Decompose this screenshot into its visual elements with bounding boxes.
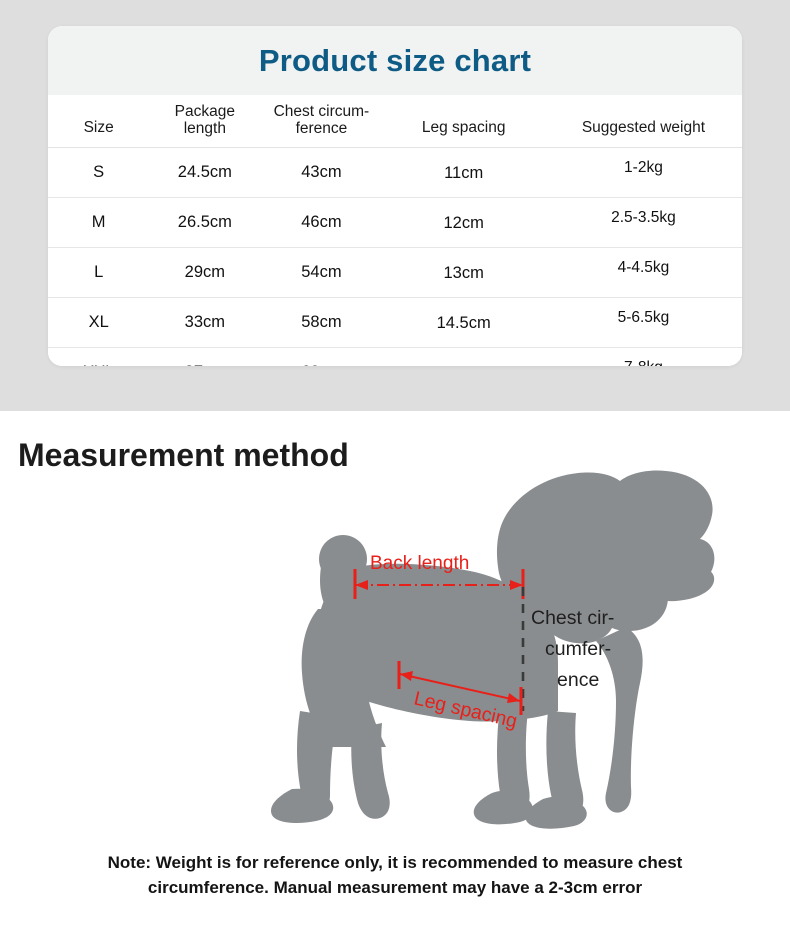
table-row: S 24.5cm 43cm 11cm 1-2kg (48, 147, 742, 198)
column-header-suggested-weight: Suggested weight (544, 95, 742, 148)
table-row: XXL 37cm 68cm 16cm 7-8kg (48, 347, 742, 366)
cell-leg-spacing: 14.5cm (382, 297, 545, 348)
cell-size: L (48, 247, 150, 298)
column-header-leg-spacing-label: Leg spacing (421, 118, 506, 136)
column-header-size: Size (48, 95, 150, 148)
size-chart-card: Product size chart Size Package length C… (48, 26, 742, 366)
size-table: Size Package length Chest circum- ferenc… (48, 95, 742, 366)
cell-weight: 5-6.5kg (544, 297, 742, 348)
column-header-leg-spacing: Leg spacing (382, 95, 545, 148)
dog-measurement-diagram: Back length Chest cir- cumfer- ence Leg … (270, 470, 715, 829)
table-row: M 26.5cm 46cm 12cm 2.5-3.5kg (48, 197, 742, 248)
section-title: Measurement method (18, 437, 349, 473)
cell-chest: 54cm (260, 247, 383, 298)
chest-circumference-label-line1: Chest cir- (531, 607, 614, 629)
column-header-package-length-line2: length (183, 120, 226, 137)
cell-size: XL (48, 297, 150, 348)
cell-size: S (48, 147, 150, 198)
cell-package-length: 24.5cm (149, 147, 261, 198)
cell-chest: 68cm (260, 347, 383, 366)
column-header-package-length: Package length (149, 95, 261, 148)
note-text: Note: Weight is for reference only, it i… (0, 851, 790, 900)
cell-weight: 2.5-3.5kg (544, 197, 742, 248)
size-chart-panel: Product size chart Size Package length C… (0, 0, 790, 411)
cell-weight: 7-8kg (544, 347, 742, 366)
cell-package-length: 37cm (149, 347, 261, 366)
cell-leg-spacing: 16cm (382, 347, 545, 366)
note-line-1: Note: Weight is for reference only, it i… (107, 853, 683, 872)
cell-size: XXL (48, 347, 150, 366)
cell-chest: 43cm (260, 147, 383, 198)
leg-spacing-annotation (397, 661, 523, 715)
note-line-2: circumference. Manual measurement may ha… (147, 877, 643, 897)
table-row: L 29cm 54cm 13cm 4-4.5kg (48, 247, 742, 298)
page-title: Product size chart (258, 42, 532, 78)
cell-leg-spacing: 13cm (382, 247, 545, 298)
cell-weight: 4-4.5kg (544, 247, 742, 298)
cell-chest: 46cm (260, 197, 383, 248)
table-header-row: Size Package length Chest circum- ferenc… (48, 95, 742, 148)
cell-package-length: 29cm (149, 247, 261, 298)
cell-leg-spacing: 12cm (382, 197, 545, 248)
measurement-method-section: Measurement method (0, 411, 790, 927)
table-row: XL 33cm 58cm 14.5cm 5-6.5kg (48, 297, 742, 348)
cell-weight: 1-2kg (544, 147, 742, 198)
column-header-package-length-line1: Package (174, 103, 235, 121)
chest-circumference-label-line3: ence (557, 669, 599, 691)
dog-silhouette-icon (270, 470, 715, 829)
cell-package-length: 26.5cm (149, 197, 261, 248)
column-header-chest-line1: Chest circum- (273, 103, 370, 121)
cell-size: M (48, 197, 150, 248)
cell-chest: 58cm (260, 297, 383, 348)
table-header: Size Package length Chest circum- ferenc… (48, 95, 742, 148)
back-length-label: Back length (370, 553, 469, 574)
table-body: S 24.5cm 43cm 11cm 1-2kg M 26.5cm 46cm 1… (48, 147, 742, 366)
column-header-suggested-weight-label: Suggested weight (581, 118, 706, 136)
column-header-chest-circumference: Chest circum- ference (260, 95, 383, 148)
column-header-size-label: Size (83, 118, 114, 136)
chest-circumference-label-line2: cumfer- (545, 638, 611, 660)
cell-package-length: 33cm (149, 297, 261, 348)
column-header-chest-line2: ference (295, 120, 348, 137)
cell-leg-spacing: 11cm (382, 147, 545, 198)
card-header: Product size chart (48, 26, 742, 95)
